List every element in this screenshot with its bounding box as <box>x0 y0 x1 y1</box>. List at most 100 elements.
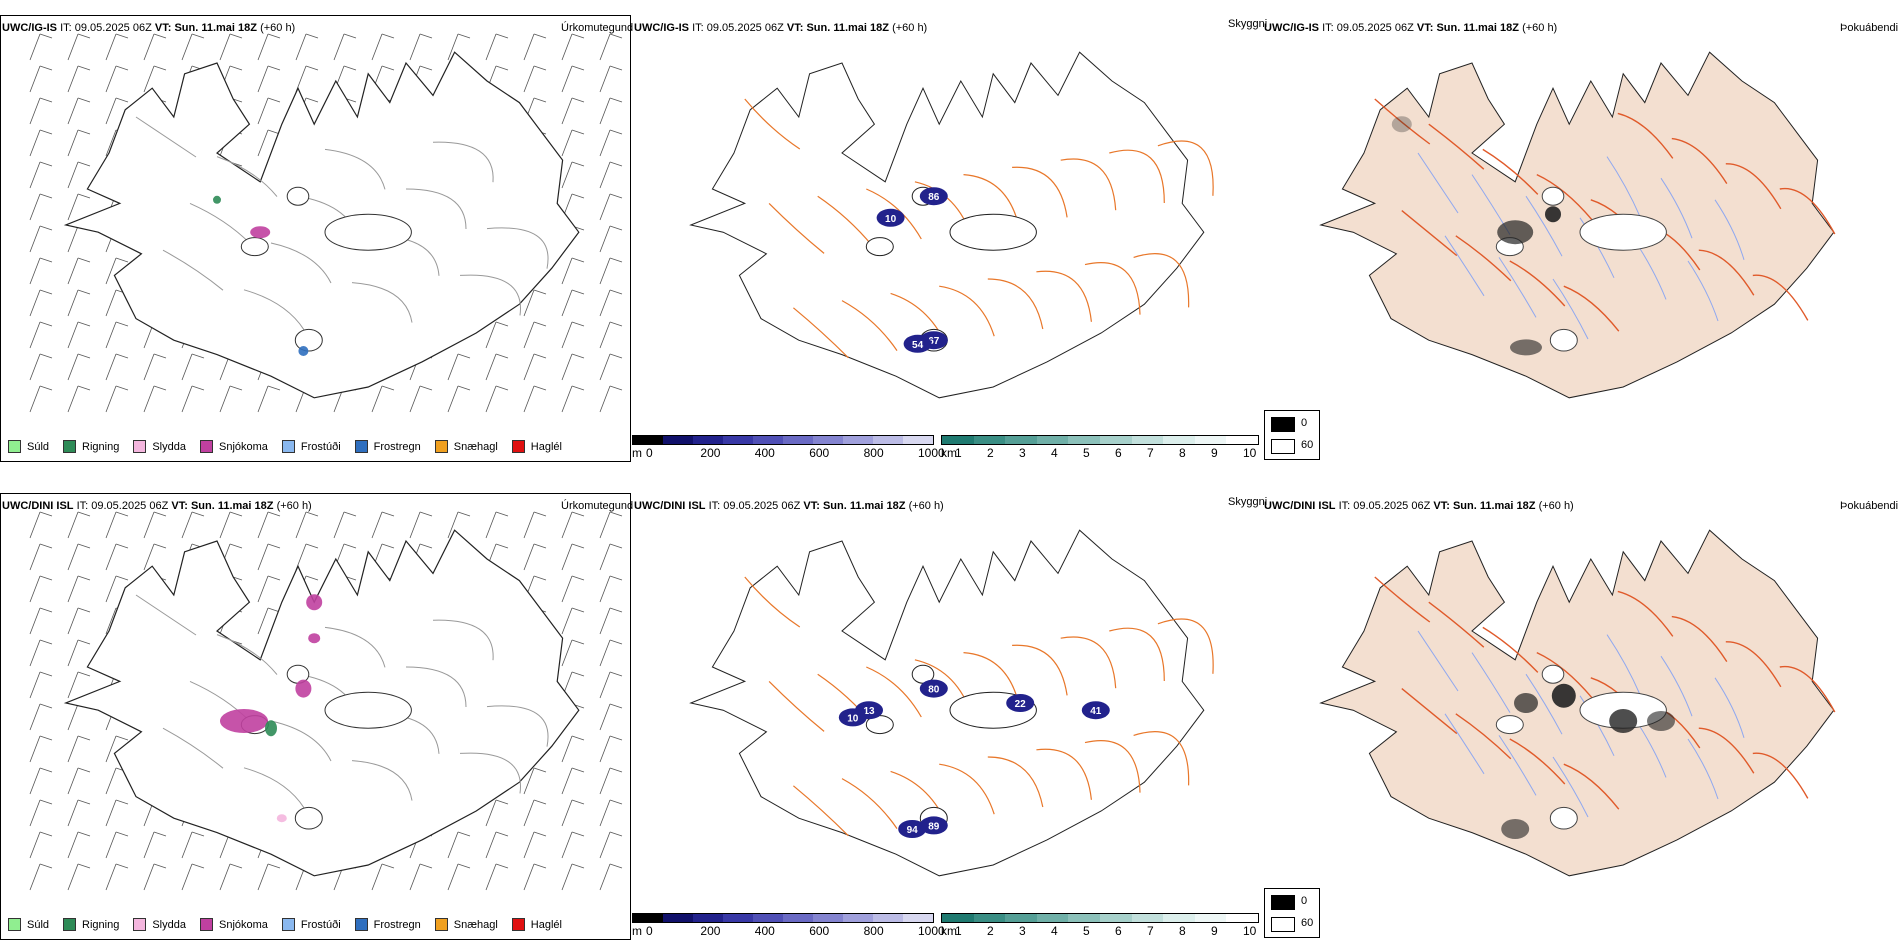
coastline <box>689 51 1205 399</box>
scale-tick: 400 <box>754 446 775 460</box>
scale-tick: 9 <box>1211 924 1218 938</box>
glacier-outline <box>1541 664 1565 684</box>
wind-barb <box>485 863 509 891</box>
precip-legend-1: Súld Rigning Slydda Snjókoma Frostúði Frostre… <box>8 440 576 453</box>
scale-tick: 600 <box>809 446 830 460</box>
wind-barb <box>561 97 585 125</box>
wind-barb <box>409 385 433 413</box>
low-cloud-area <box>876 208 905 227</box>
wind-barb <box>29 225 53 253</box>
color-bar <box>941 913 1259 923</box>
legend-item: Haglél <box>511 918 562 931</box>
color-step <box>813 914 843 922</box>
wind-barb <box>295 33 319 61</box>
precip-area <box>295 679 312 698</box>
wind-barb <box>599 767 623 795</box>
row-1: UWC/IG-IS IT: 09.05.2025 06Z VT: Sun. 11… <box>0 0 1900 470</box>
wind-barb <box>67 767 91 795</box>
wind-barb <box>599 97 623 125</box>
wind-barb <box>67 193 91 221</box>
wind-barb <box>143 65 167 93</box>
wind-barb <box>561 831 585 859</box>
scale-tick: 10 <box>1243 446 1257 460</box>
fog-area <box>1514 693 1538 713</box>
wind-barb <box>599 703 623 731</box>
wind-barb <box>67 65 91 93</box>
fog-swatch <box>1271 417 1295 432</box>
color-step <box>873 436 903 444</box>
wind-barb <box>29 385 53 413</box>
wind-barb <box>105 863 129 891</box>
wind-barb <box>29 321 53 349</box>
wind-barb <box>29 799 53 827</box>
wind-barb <box>561 257 585 285</box>
wind-barb <box>257 543 281 571</box>
wind-barb <box>599 289 623 317</box>
wind-barb <box>485 511 509 539</box>
vis-title-1: Skyggni <box>1228 18 1268 30</box>
scale-tick: 0 <box>646 446 653 460</box>
scale-tick: 7 <box>1147 924 1154 938</box>
legend-item: Slydda <box>133 918 186 931</box>
scale-tick: 400 <box>754 924 775 938</box>
legend-item: Haglél <box>511 440 562 453</box>
color-step <box>1068 436 1100 444</box>
legend-swatch <box>354 918 368 931</box>
wind-barb <box>105 735 129 763</box>
wind-barb <box>257 511 281 539</box>
wind-barb <box>29 575 53 603</box>
color-step <box>942 436 974 444</box>
scale-unit: m <box>632 924 642 938</box>
legend-item: Frostúði <box>281 440 341 453</box>
wind-barb <box>181 831 205 859</box>
wind-barb <box>105 831 129 859</box>
glacier-outline <box>1549 328 1578 352</box>
wind-barb <box>143 831 167 859</box>
legend-item: Slydda <box>133 440 186 453</box>
cloud-base-label: 10 <box>847 713 859 724</box>
row-2: UWC/DINI ISL IT: 09.05.2025 06Z VT: Sun.… <box>0 478 1900 948</box>
wind-barb <box>29 863 53 891</box>
wind-barb <box>561 607 585 635</box>
wind-barb <box>29 639 53 667</box>
wind-barb <box>143 353 167 381</box>
wind-barb <box>599 543 623 571</box>
scale-tick: 0 <box>646 924 653 938</box>
roads <box>744 98 1214 359</box>
legend-swatch <box>281 918 295 931</box>
wind-barb <box>257 65 281 93</box>
scale-tick: 7 <box>1147 446 1154 460</box>
fog-area <box>1510 339 1542 356</box>
wind-barb <box>599 33 623 61</box>
cloud-base-label: 54 <box>912 340 924 351</box>
fog-area <box>1501 819 1530 839</box>
wind-barb <box>67 575 91 603</box>
wind-barb <box>143 33 167 61</box>
wind-barb <box>333 33 357 61</box>
wind-barb <box>523 289 547 317</box>
wind-barb <box>599 639 623 667</box>
legend-swatch <box>133 440 147 453</box>
wind-barb <box>485 831 509 859</box>
scale-tick: 600 <box>809 924 830 938</box>
legend-swatch <box>199 918 213 931</box>
wind-barb <box>485 33 509 61</box>
precip-map-1 <box>29 33 623 413</box>
scale-tick: 6 <box>1115 924 1122 938</box>
wind-barb <box>599 575 623 603</box>
scale-tick: 2 <box>987 446 994 460</box>
precip-legend-2: Súld Rigning Slydda Snjókoma Frostúði Frostre… <box>8 918 576 931</box>
scale-tick: 9 <box>1211 446 1218 460</box>
color-step <box>903 436 933 444</box>
wind-barb <box>599 511 623 539</box>
wind-barb <box>29 161 53 189</box>
color-step <box>783 436 813 444</box>
wind-barb <box>67 161 91 189</box>
precip-area <box>306 594 323 611</box>
color-step <box>753 436 783 444</box>
precip-title-2: Úrkomutegund <box>561 500 634 512</box>
wind-barb <box>105 97 129 125</box>
color-step <box>843 914 873 922</box>
wind-barb <box>409 863 433 891</box>
color-step <box>1194 914 1227 922</box>
